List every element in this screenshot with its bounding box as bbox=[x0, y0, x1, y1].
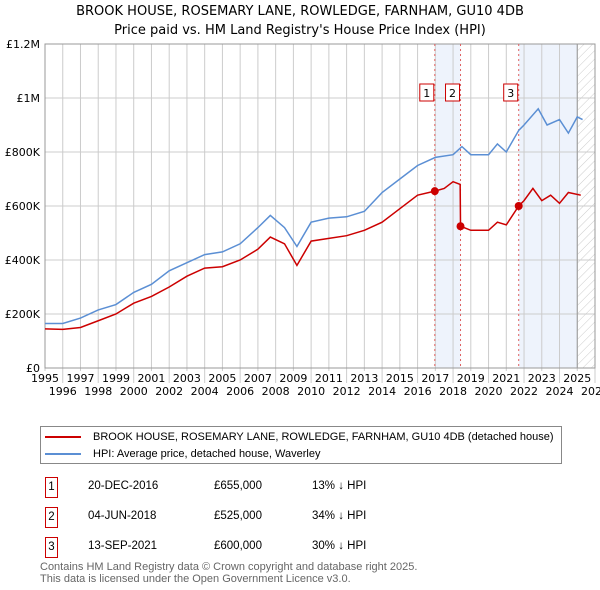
x-tick-label: 2020 bbox=[475, 385, 503, 398]
sale-label-box bbox=[503, 83, 519, 102]
sale-hpi-diff: 34% ↓ HPI bbox=[312, 510, 367, 522]
x-tick-label: 1998 bbox=[84, 385, 112, 398]
x-tick-label: 2018 bbox=[439, 385, 467, 398]
sale-label: 2 bbox=[449, 87, 456, 100]
sale-date: 13-SEP-2021 bbox=[88, 540, 158, 552]
sale-number: 3 bbox=[45, 537, 58, 558]
x-tick-label: 2017 bbox=[421, 372, 449, 385]
footer-licence: This data is licensed under the Open Gov… bbox=[40, 573, 351, 585]
x-tick-label: 2026 bbox=[581, 385, 600, 398]
x-tick-label: 2019 bbox=[457, 372, 485, 385]
series-line bbox=[45, 107, 583, 325]
x-tick-label: 2016 bbox=[404, 385, 432, 398]
legend-item-hpi: HPI: Average price, detached house, Wave… bbox=[41, 446, 320, 462]
sale-point bbox=[514, 202, 523, 210]
x-tick-label: 2005 bbox=[208, 372, 236, 385]
legend: BROOK HOUSE, ROSEMARY LANE, ROWLEDGE, FA… bbox=[40, 426, 562, 464]
sale-row: 3 13-SEP-2021 £600,000 30% ↓ HPI bbox=[45, 537, 445, 558]
sale-price: £600,000 bbox=[214, 540, 262, 552]
x-tick-label: 1997 bbox=[66, 372, 94, 385]
x-tick-label: 2002 bbox=[155, 385, 183, 398]
sale-label-box bbox=[445, 83, 461, 102]
x-tick-label: 2021 bbox=[492, 372, 520, 385]
sale-date: 04-JUN-2018 bbox=[88, 510, 157, 522]
subtitle-line: Price paid vs. HM Land Registry's House … bbox=[114, 23, 486, 38]
y-tick-label: £400K bbox=[5, 254, 41, 267]
x-tick-label: 2025 bbox=[563, 372, 591, 385]
blue-line-swatch bbox=[45, 453, 81, 455]
sale-price: £525,000 bbox=[214, 510, 262, 522]
sale-label-box bbox=[419, 83, 435, 102]
sale-label: 3 bbox=[507, 87, 514, 100]
x-tick-label: 2003 bbox=[173, 372, 201, 385]
x-tick-label: 2023 bbox=[528, 372, 556, 385]
sale-row: 2 04-JUN-2018 £525,000 34% ↓ HPI bbox=[45, 507, 445, 528]
y-tick-label: £600K bbox=[5, 200, 41, 213]
title-line: BROOK HOUSE, ROSEMARY LANE, ROWLEDGE, FA… bbox=[76, 4, 524, 19]
x-tick-label: 2024 bbox=[546, 385, 574, 398]
sale-number: 2 bbox=[45, 507, 58, 528]
sale-date: 20-DEC-2016 bbox=[88, 480, 159, 492]
sale-row: 1 20-DEC-2016 £655,000 13% ↓ HPI bbox=[45, 477, 445, 498]
legend-item-property: BROOK HOUSE, ROSEMARY LANE, ROWLEDGE, FA… bbox=[41, 429, 554, 445]
x-tick-label: 2004 bbox=[191, 385, 219, 398]
plot-frame bbox=[44, 43, 596, 369]
x-tick-label: 2007 bbox=[244, 372, 272, 385]
x-tick-label: 2009 bbox=[279, 372, 307, 385]
x-tick-label: 2014 bbox=[368, 385, 396, 398]
price-chart: 1995199619971998199920002001200220032004… bbox=[5, 38, 600, 398]
x-tick-label: 2022 bbox=[510, 385, 538, 398]
x-tick-label: 2010 bbox=[297, 385, 325, 398]
y-tick-label: £800K bbox=[5, 146, 41, 159]
y-tick-label: £0 bbox=[26, 362, 40, 375]
y-tick-label: £1.2M bbox=[6, 38, 40, 51]
chart-title: BROOK HOUSE, ROSEMARY LANE, ROWLEDGE, FA… bbox=[0, 2, 600, 40]
footer: Contains HM Land Registry data © Crown c… bbox=[40, 561, 417, 585]
x-tick-label: 1999 bbox=[102, 372, 130, 385]
sale-hpi-diff: 13% ↓ HPI bbox=[312, 480, 367, 492]
x-tick-label: 2000 bbox=[120, 385, 148, 398]
legend-label: BROOK HOUSE, ROSEMARY LANE, ROWLEDGE, FA… bbox=[93, 431, 554, 443]
footer-copyright: Contains HM Land Registry data © Crown c… bbox=[40, 561, 418, 573]
x-tick-label: 1996 bbox=[49, 385, 77, 398]
red-line-swatch bbox=[45, 436, 81, 438]
x-tick-label: 2012 bbox=[333, 385, 361, 398]
sale-hpi-diff: 30% ↓ HPI bbox=[312, 540, 367, 552]
sale-label: 1 bbox=[423, 87, 430, 100]
x-tick-label: 2015 bbox=[386, 372, 414, 385]
x-tick-label: 2008 bbox=[262, 385, 290, 398]
sale-point bbox=[430, 187, 439, 196]
x-tick-label: 2013 bbox=[350, 372, 378, 385]
x-tick-label: 1995 bbox=[31, 372, 59, 385]
series-line bbox=[44, 180, 581, 331]
x-tick-label: 2001 bbox=[137, 372, 165, 385]
y-tick-label: £1M bbox=[17, 92, 41, 105]
x-tick-label: 2011 bbox=[315, 372, 343, 385]
x-tick-label: 2006 bbox=[226, 385, 254, 398]
y-tick-label: £200K bbox=[5, 308, 41, 321]
sale-point bbox=[456, 222, 465, 231]
sale-price: £655,000 bbox=[214, 480, 262, 492]
legend-label: HPI: Average price, detached house, Wave… bbox=[93, 448, 321, 460]
sale-number: 1 bbox=[45, 477, 58, 498]
